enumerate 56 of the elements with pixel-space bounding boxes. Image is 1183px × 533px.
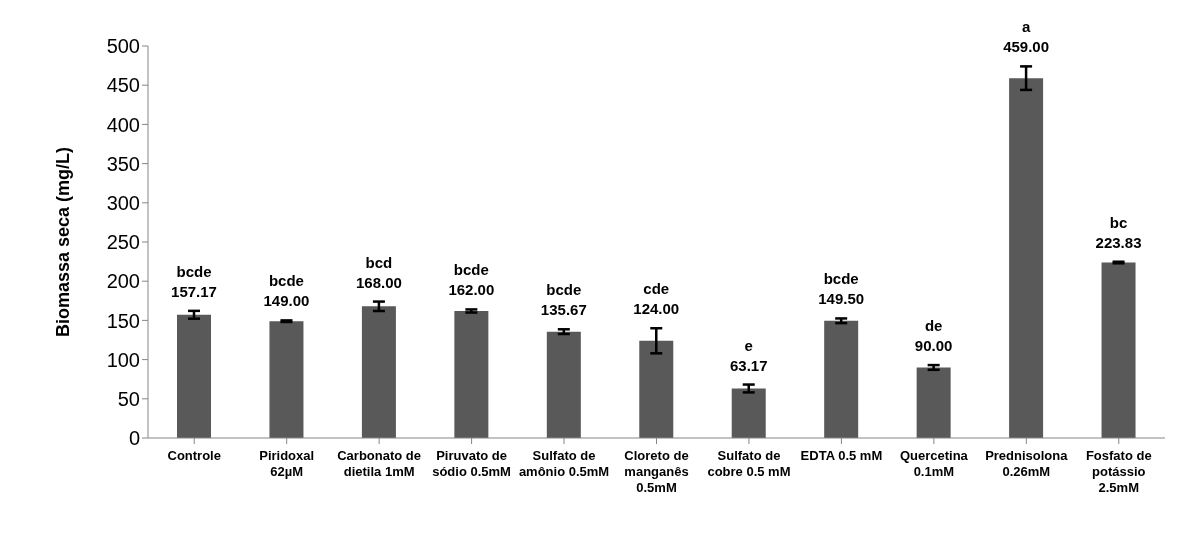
data-label: 149.00 — [263, 292, 310, 310]
bar — [454, 310, 489, 438]
x-tick-label: Sulfato de cobre 0.5 mM — [707, 448, 791, 479]
annotation: bcde — [176, 262, 212, 280]
y-tick-label: 100 — [106, 348, 140, 371]
x-tick-label: Prednisolona 0.26mM — [985, 448, 1069, 479]
x-tick-label: Quercetina 0.1mM — [899, 448, 969, 479]
annotation: cde — [643, 280, 670, 298]
bar — [916, 367, 951, 438]
bar — [177, 314, 211, 438]
annotation: a — [1021, 18, 1031, 36]
annotation: bcde — [268, 272, 304, 290]
y-tick-label: 300 — [106, 191, 140, 214]
y-tick-label: 400 — [106, 113, 140, 136]
annotation: bc — [1109, 213, 1128, 231]
bar — [1101, 262, 1136, 438]
y-tick-label: 350 — [106, 152, 140, 175]
bar — [824, 320, 859, 438]
y-tick-label: 500 — [106, 35, 140, 58]
y-tick-label: 50 — [117, 387, 140, 410]
bar — [361, 306, 396, 438]
data-label: 162.00 — [448, 281, 495, 299]
x-tick-label: Controle — [167, 448, 221, 463]
data-label: 63.17 — [729, 356, 768, 374]
data-label: 459.00 — [1003, 38, 1050, 56]
y-axis-title: Biomassa seca (mg/L) — [53, 146, 74, 338]
annotation: de — [924, 317, 943, 335]
data-label: 90.00 — [914, 337, 953, 355]
data-label: 157.17 — [171, 282, 217, 300]
data-label: 135.67 — [540, 301, 587, 319]
data-label: 124.00 — [633, 300, 680, 318]
x-tick-label: Cloreto de manganês 0.5mM — [624, 448, 689, 495]
data-label: 223.83 — [1095, 233, 1142, 251]
bar — [1009, 78, 1044, 438]
x-tick-label: Carbonato de dietila 1mM — [337, 448, 422, 479]
annotation: e — [744, 336, 753, 354]
data-label: 149.50 — [818, 290, 865, 308]
bar — [269, 321, 304, 438]
annotation: bcde — [823, 270, 859, 288]
annotation: bcd — [365, 253, 393, 271]
bar — [546, 331, 581, 438]
y-tick-label: 250 — [106, 231, 140, 254]
x-tick-label: Piruvato de sódio 0.5mM — [432, 448, 511, 479]
y-tick-label: 150 — [106, 309, 140, 332]
annotation: bcde — [546, 281, 582, 299]
bar — [639, 340, 674, 438]
y-tick-label: 450 — [106, 74, 140, 97]
y-tick-label: 0 — [128, 427, 140, 450]
x-tick-label: Piridoxal 62µM — [259, 448, 315, 479]
data-label: 168.00 — [355, 273, 402, 291]
x-tick-label: Sulfato de amônio 0.5mM — [518, 448, 610, 479]
bar — [731, 388, 766, 438]
x-tick-label: Fosfato de potássio 2.5mM — [1085, 448, 1152, 495]
annotation: bcde — [453, 261, 489, 279]
y-tick-label: 200 — [106, 270, 140, 293]
x-tick-label: EDTA 0.5 mM — [800, 448, 883, 463]
